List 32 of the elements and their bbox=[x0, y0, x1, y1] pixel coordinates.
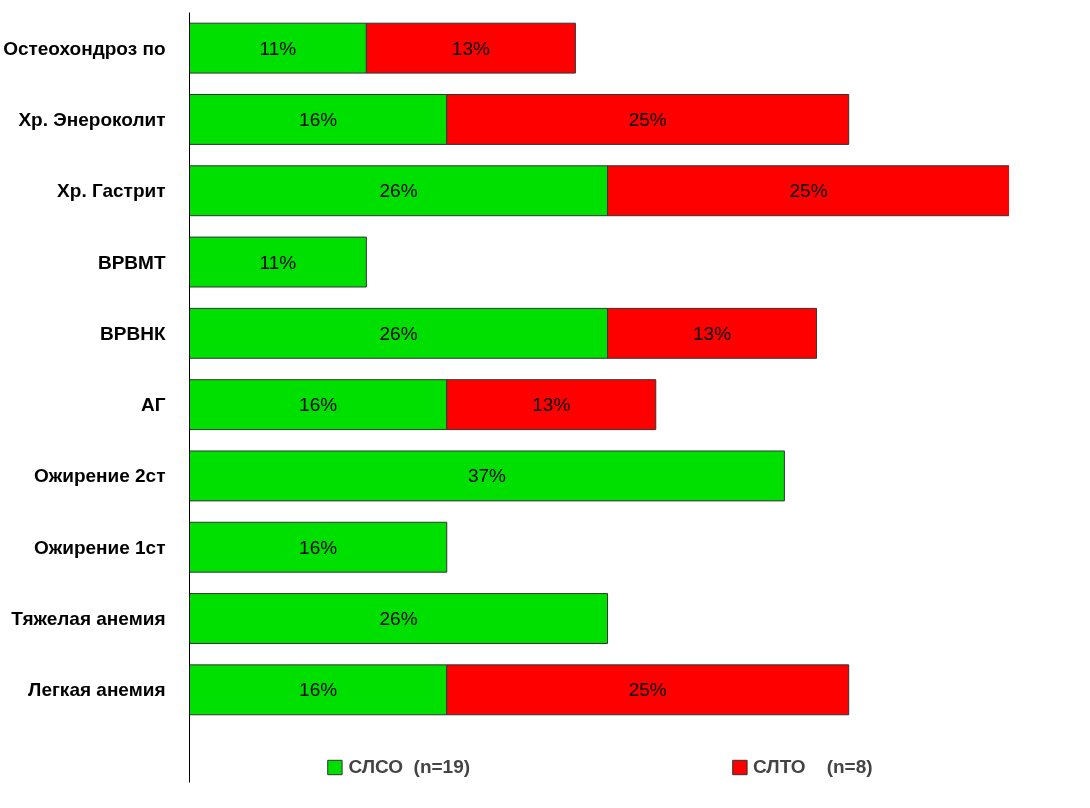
y-tick-label: Ожирение 1ст bbox=[33, 536, 166, 558]
legend-label: СЛТО (n=8) bbox=[753, 756, 873, 778]
bar bbox=[189, 236, 367, 288]
bar bbox=[189, 593, 609, 644]
data-label: 25% bbox=[628, 108, 667, 130]
y-tick-label: Хр. Энероколит bbox=[18, 108, 166, 130]
y-tick-label: Ожирение 2ст bbox=[33, 465, 166, 487]
data-label: 25% bbox=[628, 679, 667, 701]
data-label: 11% bbox=[259, 37, 297, 59]
data-label: 26% bbox=[379, 180, 418, 202]
data-label: 26% bbox=[379, 608, 418, 630]
data-label: 16% bbox=[299, 536, 338, 558]
data-label: 13% bbox=[693, 322, 732, 344]
data-label: 16% bbox=[299, 394, 338, 416]
y-tick-label: ВРВМТ bbox=[97, 251, 166, 273]
legend-label: СЛСО (n=19) bbox=[348, 756, 471, 778]
y-tick-label: ВРВНК bbox=[100, 322, 166, 344]
y-tick-label: АГ bbox=[141, 394, 166, 416]
data-label: 13% bbox=[532, 394, 571, 416]
data-label: 25% bbox=[789, 180, 828, 202]
y-tick-label: Хр. Гастрит bbox=[57, 180, 166, 202]
y-tick-label: Тяжелая анемия bbox=[11, 608, 166, 630]
data-label: 37% bbox=[467, 465, 507, 487]
data-label: 26% bbox=[379, 322, 418, 344]
data-label: 11% bbox=[259, 251, 297, 273]
bar bbox=[189, 450, 785, 502]
y-tick-label: Остеохондроз по bbox=[3, 37, 166, 59]
data-label: 13% bbox=[451, 37, 490, 59]
data-label: 16% bbox=[299, 108, 338, 130]
bar bbox=[189, 521, 448, 573]
y-tick-label: Легкая анемия bbox=[28, 679, 166, 701]
data-label: 16% bbox=[299, 679, 338, 701]
